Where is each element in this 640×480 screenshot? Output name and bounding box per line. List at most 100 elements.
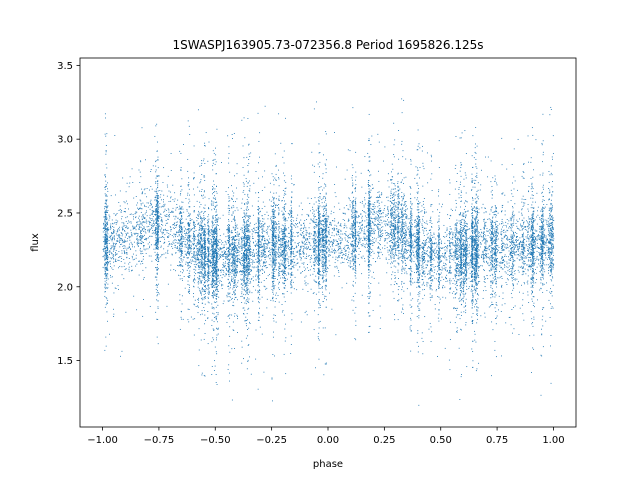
- scatter-point: [497, 228, 499, 230]
- scatter-point: [552, 220, 554, 221]
- scatter-point: [194, 255, 196, 257]
- scatter-point: [128, 186, 130, 188]
- scatter-point: [303, 246, 305, 248]
- scatter-point: [412, 233, 414, 235]
- scatter-point: [144, 213, 146, 215]
- scatter-point: [173, 211, 174, 213]
- scatter-point: [151, 204, 153, 206]
- scatter-point: [375, 240, 377, 242]
- scatter-point: [359, 238, 361, 240]
- scatter-point: [118, 229, 120, 231]
- scatter-point: [336, 230, 338, 232]
- scatter-point: [396, 283, 397, 284]
- scatter-point: [269, 273, 270, 275]
- scatter-point: [446, 234, 448, 236]
- scatter-point: [465, 174, 467, 176]
- scatter-point: [372, 213, 374, 215]
- scatter-point: [277, 235, 279, 237]
- scatter-point: [488, 306, 490, 308]
- scatter-point: [349, 204, 351, 206]
- scatter-point: [457, 263, 458, 264]
- scatter-point: [358, 235, 360, 237]
- scatter-point: [137, 207, 138, 209]
- scatter-point: [524, 283, 526, 285]
- scatter-point: [270, 219, 272, 221]
- scatter-point: [113, 232, 115, 234]
- scatter-point: [288, 240, 289, 242]
- scatter-point: [483, 231, 485, 233]
- scatter-point: [198, 251, 200, 253]
- scatter-point: [466, 254, 468, 256]
- scatter-point: [485, 248, 487, 249]
- scatter-point: [394, 281, 396, 283]
- scatter-point: [306, 238, 308, 240]
- scatter-point: [239, 271, 240, 273]
- scatter-point: [542, 250, 543, 252]
- scatter-point: [532, 247, 534, 249]
- scatter-point: [166, 184, 168, 186]
- scatter-point: [119, 241, 120, 243]
- scatter-point: [288, 265, 290, 266]
- scatter-point: [387, 234, 389, 236]
- scatter-point: [186, 232, 188, 234]
- scatter-point: [320, 228, 322, 230]
- scatter-point: [378, 204, 380, 206]
- scatter-point: [403, 196, 405, 198]
- scatter-point: [400, 172, 402, 174]
- scatter-point: [352, 237, 354, 239]
- scatter-point: [143, 234, 145, 236]
- scatter-point: [535, 239, 537, 240]
- scatter-point: [440, 280, 442, 282]
- scatter-point: [499, 262, 501, 264]
- scatter-point: [350, 253, 352, 255]
- scatter-point: [433, 250, 435, 252]
- scatter-point: [308, 236, 310, 238]
- scatter-point: [317, 261, 319, 263]
- scatter-point: [108, 219, 110, 221]
- scatter-point: [286, 252, 288, 254]
- scatter-point: [204, 228, 206, 230]
- scatter-point: [379, 209, 381, 211]
- scatter-point: [477, 222, 479, 224]
- scatter-point: [312, 220, 314, 222]
- scatter-point: [121, 233, 123, 234]
- scatter-point: [372, 222, 374, 224]
- scatter-point: [310, 257, 312, 259]
- scatter-point: [463, 213, 465, 215]
- scatter-point: [167, 245, 169, 247]
- scatter-point: [260, 254, 262, 256]
- scatter-point: [506, 238, 507, 240]
- scatter-point: [395, 202, 397, 204]
- scatter-point: [191, 248, 193, 250]
- scatter-point: [425, 227, 427, 229]
- scatter-point: [486, 228, 488, 230]
- scatter-point: [262, 250, 264, 252]
- scatter-point: [522, 266, 524, 268]
- scatter-point: [266, 247, 268, 249]
- scatter-point: [302, 241, 304, 243]
- scatter-point: [354, 223, 356, 225]
- scatter-point: [125, 268, 127, 270]
- scatter-point: [138, 208, 140, 210]
- scatter-point: [458, 264, 460, 266]
- scatter-point: [365, 226, 367, 227]
- scatter-point: [193, 172, 195, 174]
- scatter-point: [484, 257, 486, 259]
- scatter-point: [469, 264, 471, 266]
- scatter-point: [131, 235, 133, 237]
- scatter-point: [364, 237, 366, 239]
- scatter-point: [488, 218, 490, 220]
- scatter-point: [254, 244, 256, 246]
- scatter-point: [514, 244, 516, 246]
- scatter-point: [482, 252, 484, 254]
- scatter-point: [418, 220, 419, 222]
- scatter-point: [543, 241, 545, 243]
- scatter-point: [455, 229, 457, 231]
- scatter-point: [497, 238, 499, 240]
- scatter-point: [292, 217, 294, 218]
- scatter-point: [433, 243, 435, 245]
- scatter-point: [549, 238, 551, 240]
- scatter-point: [149, 221, 151, 223]
- scatter-point: [464, 172, 466, 174]
- scatter-point: [290, 343, 292, 345]
